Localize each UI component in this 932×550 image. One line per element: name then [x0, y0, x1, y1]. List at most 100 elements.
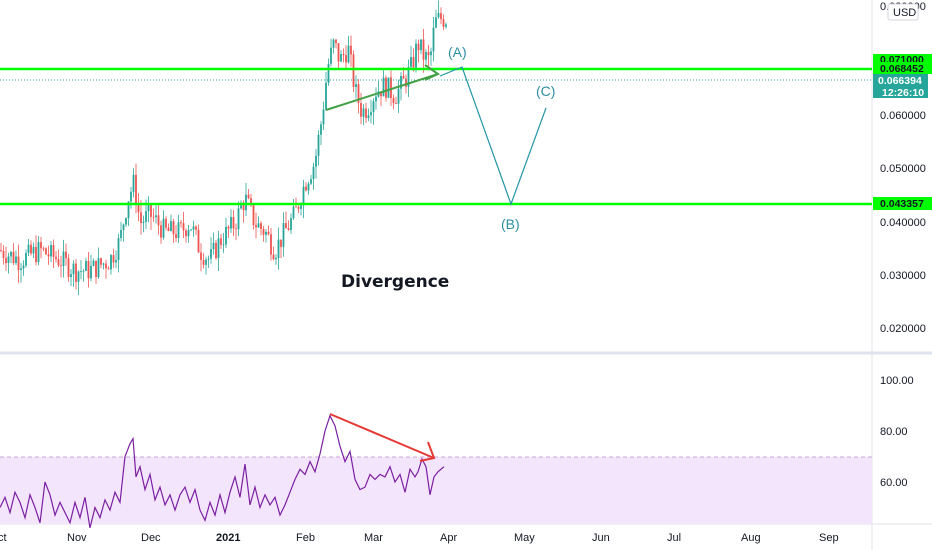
- candle-body: [40, 242, 42, 249]
- candle-body: [127, 201, 130, 219]
- candle-body: [435, 17, 437, 28]
- candle-body: [262, 228, 265, 235]
- time-label: Feb: [296, 532, 315, 544]
- candle-body: [240, 205, 242, 209]
- candle-body: [77, 271, 80, 282]
- candle-body: [75, 263, 77, 282]
- candle-body: [30, 244, 32, 254]
- candle-body: [5, 257, 7, 264]
- rsi-line: [0, 414, 445, 529]
- candle-body: [442, 19, 445, 27]
- candle-body: [220, 238, 222, 245]
- price-divergence-line[interactable]: [325, 73, 439, 111]
- candle-body: [217, 238, 220, 259]
- candle-body: [335, 39, 337, 44]
- candle-body: [22, 265, 25, 269]
- candle-body: [2, 250, 5, 258]
- candle-body: [420, 39, 422, 51]
- candle-body: [380, 91, 382, 97]
- candle-body: [125, 218, 127, 225]
- candle-body: [97, 258, 100, 277]
- candle-body: [175, 234, 177, 238]
- candle-body: [185, 230, 187, 237]
- candle-body: [230, 216, 232, 229]
- candle-body: [140, 212, 142, 223]
- candle-body: [150, 204, 152, 217]
- candle-body: [365, 108, 367, 119]
- wave-projection-path[interactable]: [439, 66, 547, 206]
- candle-body: [345, 55, 347, 63]
- candle-body: [390, 77, 392, 98]
- candle-body: [307, 183, 310, 191]
- time-label: 2021: [216, 532, 240, 544]
- candle-body: [110, 255, 112, 270]
- candle-body: [62, 251, 65, 267]
- candle-body: [410, 57, 412, 67]
- candle-body: [297, 206, 300, 209]
- candle-body: [412, 57, 415, 68]
- candle-body: [312, 166, 315, 180]
- time-label: Apr: [440, 532, 457, 544]
- support-price-label: 0.043357: [880, 198, 924, 210]
- candle-body: [357, 84, 360, 104]
- currency-label[interactable]: USD: [893, 7, 916, 19]
- price-divergence-arrowhead: [424, 64, 441, 81]
- candle-body: [105, 263, 107, 269]
- candle-body: [65, 251, 67, 259]
- candle-body: [0, 250, 2, 251]
- candle-body: [422, 39, 425, 60]
- candle-body: [407, 66, 410, 87]
- candle-body: [10, 251, 12, 257]
- candle-body: [222, 244, 225, 246]
- candle-body: [332, 39, 335, 48]
- candle-body: [392, 97, 395, 104]
- candle-body: [310, 179, 312, 184]
- candle-body: [372, 101, 375, 113]
- candle-body: [187, 230, 190, 237]
- candle-body: [210, 249, 212, 259]
- candle-body: [167, 227, 170, 232]
- candle-body: [387, 77, 390, 98]
- candle-body: [45, 248, 47, 255]
- rsi-divergence-arrowhead: [419, 441, 436, 462]
- candle-body: [292, 206, 295, 219]
- candle-body: [7, 256, 10, 264]
- candle-body: [415, 43, 417, 68]
- candle-body: [235, 228, 237, 230]
- candle-body: [12, 251, 15, 264]
- candle-body: [70, 274, 72, 278]
- currency-button[interactable]: [887, 3, 919, 21]
- time-label: ct: [0, 532, 7, 544]
- candle-body: [102, 263, 105, 265]
- time-label: Dec: [141, 532, 161, 544]
- candle-body: [397, 88, 400, 104]
- candle-body: [57, 259, 60, 266]
- candle-body: [237, 208, 240, 230]
- last-price-tag: [873, 74, 928, 98]
- candle-body: [25, 253, 27, 266]
- wave-label-c: (C): [536, 83, 555, 99]
- candle-body: [35, 247, 37, 263]
- price-tick: 0.050000: [880, 163, 926, 175]
- candle-body: [52, 245, 55, 257]
- support-price-tag: [873, 197, 932, 210]
- price-pane[interactable]: [0, 0, 872, 352]
- candle-body: [67, 258, 70, 278]
- candle-body: [147, 204, 150, 212]
- wave-label-b: (B): [501, 216, 520, 232]
- candle-body: [267, 231, 270, 235]
- candle-body: [182, 223, 185, 231]
- rsi-divergence-line[interactable]: [329, 413, 435, 459]
- countdown-label: 12:26:10: [882, 87, 924, 99]
- candle-body: [280, 239, 282, 247]
- candle-body: [50, 245, 52, 257]
- candle-body: [192, 226, 195, 230]
- time-label: Jul: [667, 532, 681, 544]
- candle-body: [107, 268, 110, 270]
- candle-body: [355, 84, 357, 88]
- candle-body: [90, 265, 92, 279]
- candle-body: [430, 51, 432, 56]
- candle-body: [197, 229, 200, 253]
- candle-body: [60, 265, 62, 267]
